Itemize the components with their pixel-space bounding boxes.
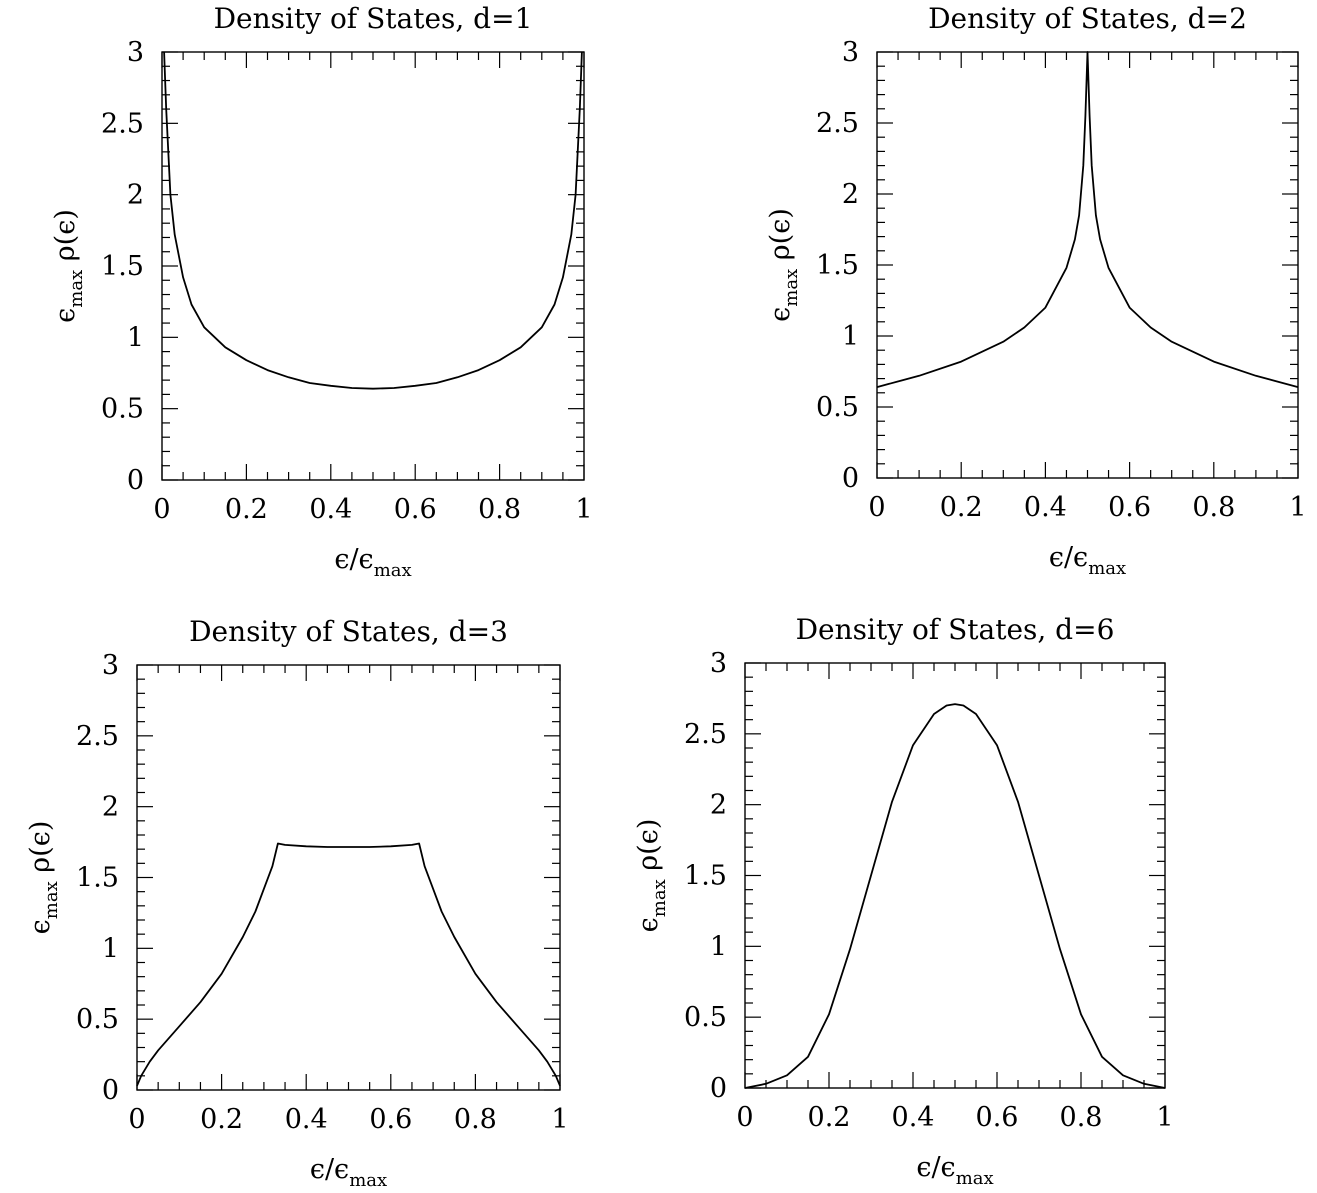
y-tick-label: 2 (710, 790, 727, 821)
x-tick-label: 0.4 (1024, 492, 1067, 523)
x-tick-label: 0.6 (369, 1104, 412, 1135)
y-tick-label: 0 (710, 1073, 727, 1104)
y-tick-label: 1 (710, 931, 727, 962)
y-tick-label: 2.5 (76, 721, 119, 752)
x-tick-label: 1 (575, 494, 592, 525)
chart-title: Density of States, d=6 (796, 613, 1115, 646)
y-tick-label: 3 (127, 37, 144, 68)
x-axis-label: ϵ/ϵmax (310, 1154, 387, 1191)
x-tick-label: 1 (1289, 492, 1306, 523)
y-tick-label: 0.5 (76, 1004, 119, 1035)
x-tick-label: 0.8 (454, 1104, 497, 1135)
dos-curve (744, 703, 1166, 1089)
y-tick-label: 1.5 (101, 251, 144, 282)
chart-title: Density of States, d=1 (214, 2, 533, 35)
y-tick-label: 1.5 (816, 250, 859, 281)
panel-d3: Density of States, d=3 0 0.2 0.4 0.6 0.8 1 0 0.5… (25, 615, 569, 1191)
y-tick-label: 3 (710, 648, 727, 679)
y-tick-label: 3 (842, 37, 859, 68)
y-tick-label: 1.5 (76, 863, 119, 894)
x-tick-label: 0.6 (1108, 492, 1151, 523)
y-tick-label: 0 (127, 465, 144, 496)
y-tick-label: 2 (102, 792, 119, 823)
y-axis-label: ϵmax ρ(ϵ) (50, 209, 87, 323)
y-axis-label: ϵmax ρ(ϵ) (633, 819, 670, 933)
plot-frame (161, 51, 585, 481)
x-axis-label: ϵ/ϵmax (1049, 542, 1126, 579)
y-tick-label: 0 (102, 1075, 119, 1106)
y-tick-label: 3 (102, 650, 119, 681)
x-tick-label: 0.6 (976, 1102, 1019, 1133)
x-tick-label: 0.2 (940, 492, 983, 523)
chart-title: Density of States, d=3 (189, 615, 508, 648)
y-tick-label: 2.5 (816, 108, 859, 139)
x-tick-label: 0.6 (394, 494, 437, 525)
y-tick-label: 0.5 (816, 392, 859, 423)
x-tick-label: 0.4 (309, 494, 352, 525)
x-axis-label: ϵ/ϵmax (334, 544, 411, 581)
plot-frame (876, 51, 1299, 479)
x-tick-label: 1 (551, 1104, 568, 1135)
dos-curve (163, 51, 583, 390)
plot-frame (744, 662, 1166, 1089)
x-axis-label: ϵ/ϵmax (916, 1152, 993, 1189)
x-tick-label: 0.4 (285, 1104, 328, 1135)
dos-curve (136, 842, 561, 1087)
y-tick-label: 0.5 (684, 1002, 727, 1033)
x-tick-label: 0.8 (1060, 1102, 1103, 1133)
y-axis-label: ϵmax ρ(ϵ) (25, 821, 62, 935)
x-tick-label: 0 (153, 494, 170, 525)
chart-title: Density of States, d=2 (928, 2, 1247, 35)
panel-d2: Density of States, d=2 0 0.2 0.4 0.6 0.8 1 0 0.5… (765, 2, 1307, 579)
y-tick-label: 0 (842, 463, 859, 494)
y-tick-label: 2 (127, 180, 144, 211)
dos-curve (876, 51, 1299, 388)
x-tick-label: 0.2 (808, 1102, 851, 1133)
x-tick-label: 0.4 (892, 1102, 935, 1133)
x-tick-label: 0 (868, 492, 885, 523)
x-tick-label: 0 (128, 1104, 145, 1135)
y-tick-label: 1 (842, 321, 859, 352)
y-tick-label: 0.5 (101, 394, 144, 425)
y-tick-label: 1.5 (684, 861, 727, 892)
x-tick-label: 0.8 (1192, 492, 1235, 523)
y-tick-label: 1 (127, 322, 144, 353)
y-axis-label: ϵmax ρ(ϵ) (765, 208, 802, 322)
x-tick-label: 0.2 (225, 494, 268, 525)
y-tick-label: 2.5 (101, 108, 144, 139)
x-tick-label: 1 (1156, 1102, 1173, 1133)
x-tick-label: 0 (736, 1102, 753, 1133)
y-tick-label: 2.5 (684, 719, 727, 750)
plot-frame (136, 664, 561, 1091)
y-tick-label: 2 (842, 179, 859, 210)
panel-d6: Density of States, d=6 0 0.2 0.4 0.6 0.8 1 0 0.5… (633, 613, 1174, 1189)
x-tick-label: 0.8 (478, 494, 521, 525)
panel-d1: Density of States, d=1 0 0.2 0.4 0.6 0.8 1 0 0.5… (50, 2, 593, 581)
x-tick-label: 0.2 (200, 1104, 243, 1135)
y-tick-label: 1 (102, 933, 119, 964)
